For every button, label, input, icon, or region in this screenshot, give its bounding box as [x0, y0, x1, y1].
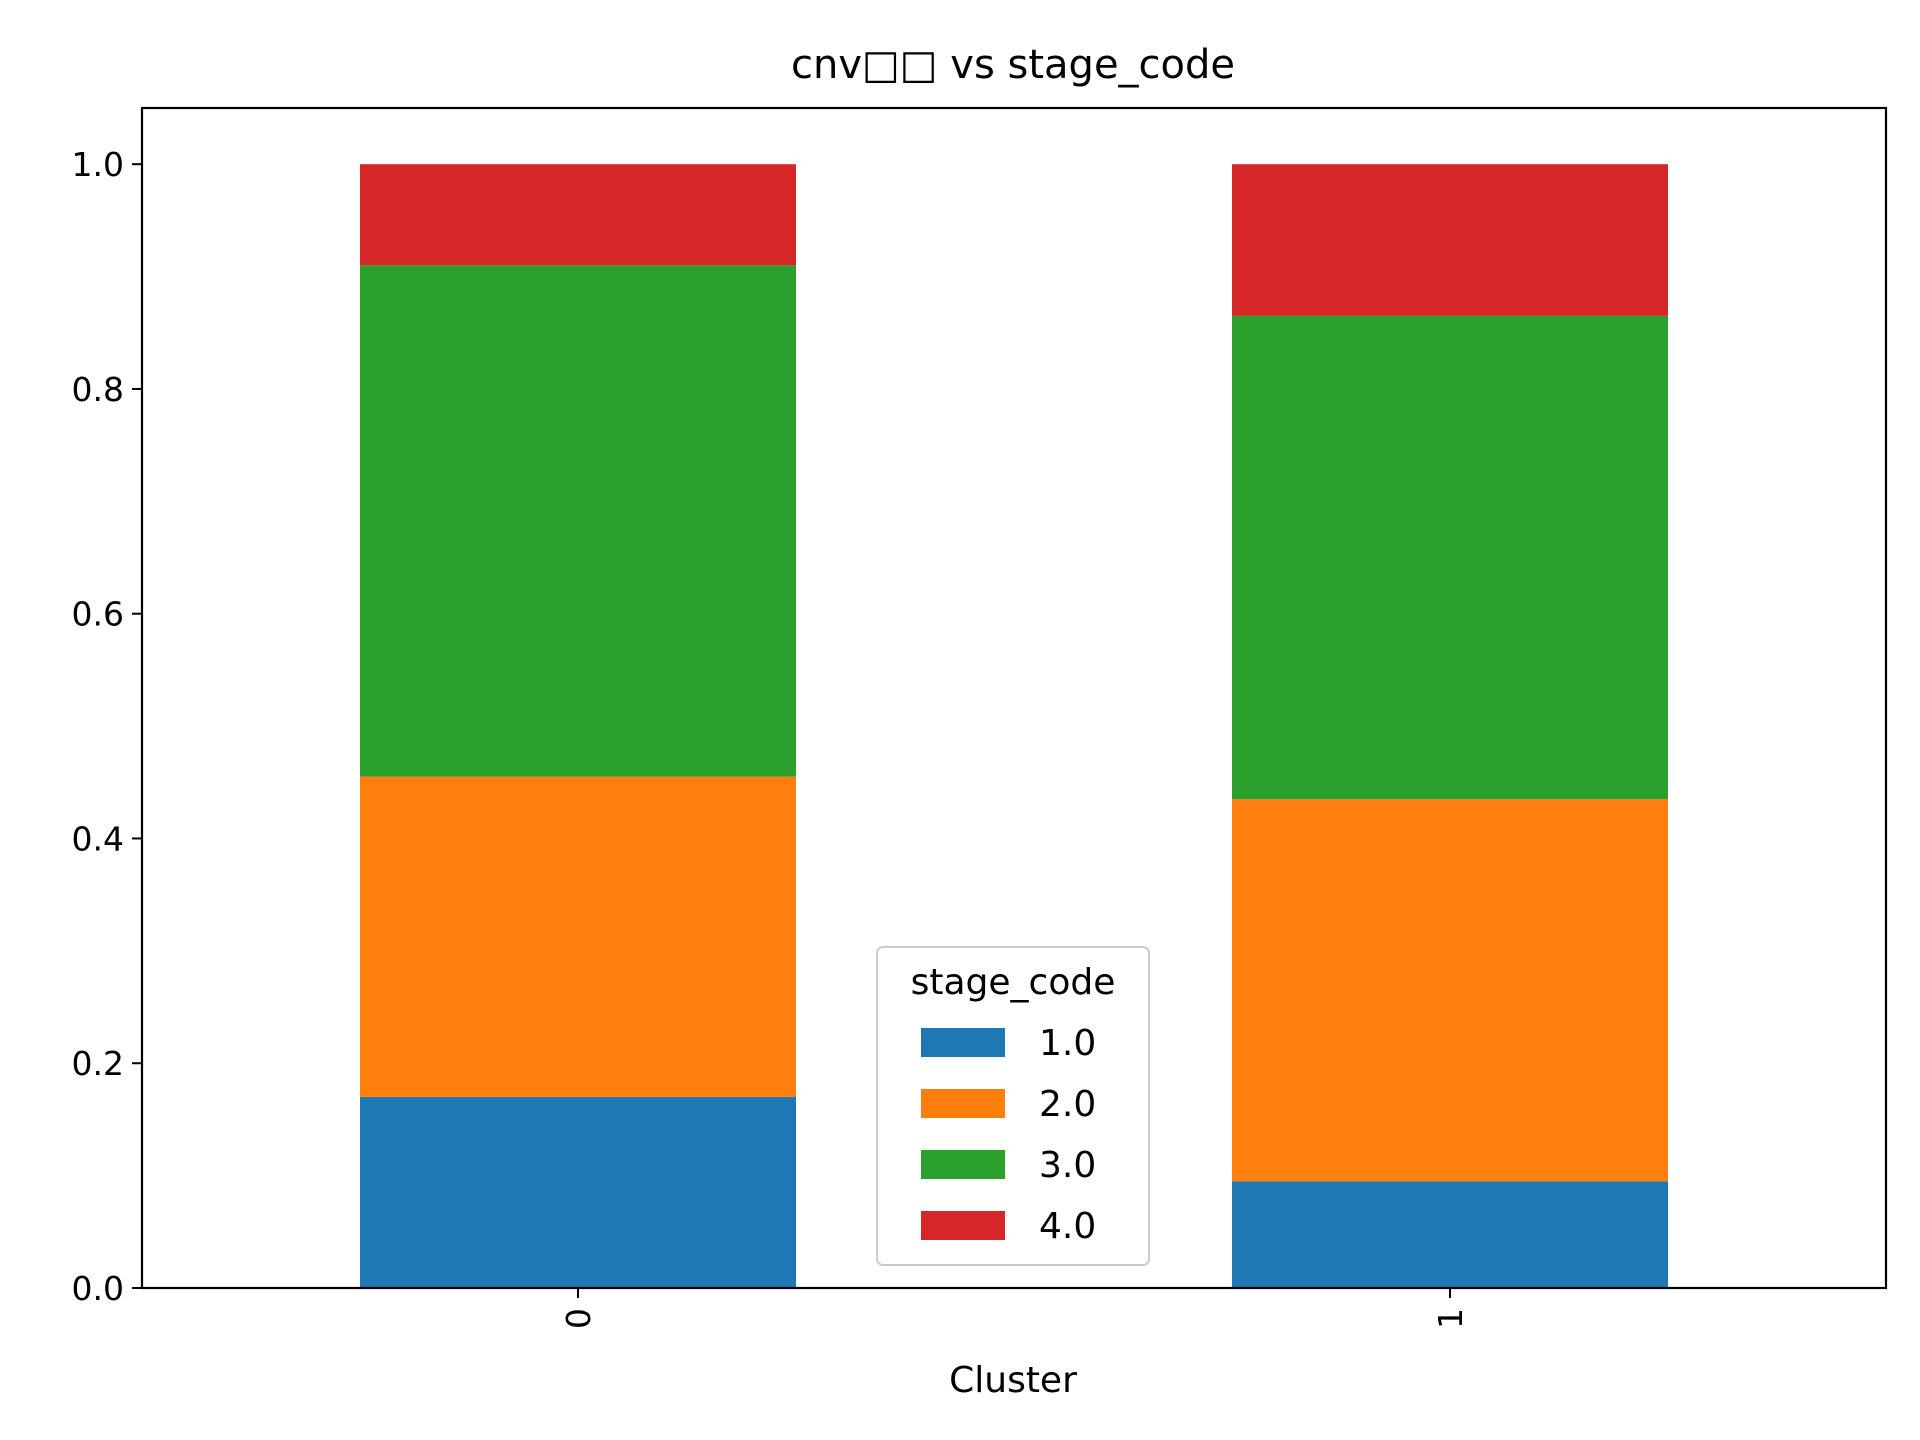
bar-cluster-1-stage-3.0: [1232, 315, 1668, 800]
legend-swatch-2.0: [921, 1089, 1005, 1118]
legend-swatch-1.0: [921, 1028, 1005, 1057]
legend-label-4.0: 4.0: [1039, 1206, 1096, 1247]
legend-swatch-3.0: [921, 1150, 1005, 1179]
legend-label-3.0: 3.0: [1039, 1145, 1096, 1186]
legend-label-1.0: 1.0: [1039, 1023, 1096, 1064]
x-tick-label: 1: [1431, 1308, 1470, 1329]
bar-cluster-0-stage-3.0: [360, 265, 796, 777]
bar-cluster-0-stage-4.0: [360, 164, 796, 266]
bar-cluster-1-stage-2.0: [1232, 799, 1668, 1182]
y-tick-label: 0.2: [72, 1044, 124, 1083]
bar-cluster-0-stage-2.0: [360, 776, 796, 1097]
y-tick-label: 0.6: [72, 595, 124, 634]
legend-box: [876, 946, 1150, 1266]
legend-title: stage_code: [911, 962, 1116, 1003]
bar-cluster-0-stage-1.0: [360, 1096, 796, 1288]
chart-title: cnv□□ vs stage_code: [791, 42, 1235, 88]
bar-cluster-1-stage-1.0: [1232, 1181, 1668, 1288]
bar-cluster-1-stage-4.0: [1232, 164, 1668, 316]
y-tick-label: 0.4: [72, 819, 124, 858]
legend: stage_code 1.0 2.0 3.0 4.0: [876, 946, 1150, 1266]
legend-label-2.0: 2.0: [1039, 1084, 1096, 1125]
legend-swatch-4.0: [921, 1211, 1005, 1240]
bars-layer: [360, 164, 1668, 1288]
plot-frame: [140, 106, 1888, 1290]
x-tick-label: 0: [559, 1308, 598, 1329]
y-tick-label: 1.0: [72, 145, 124, 184]
axes-layer: 0.0 0.2 0.4 0.6 0.8 1.0 0 1: [72, 106, 1888, 1329]
y-tick-label: 0.0: [72, 1269, 124, 1308]
y-tick-label: 0.8: [72, 370, 124, 409]
x-axis-label: Cluster: [949, 1360, 1077, 1401]
